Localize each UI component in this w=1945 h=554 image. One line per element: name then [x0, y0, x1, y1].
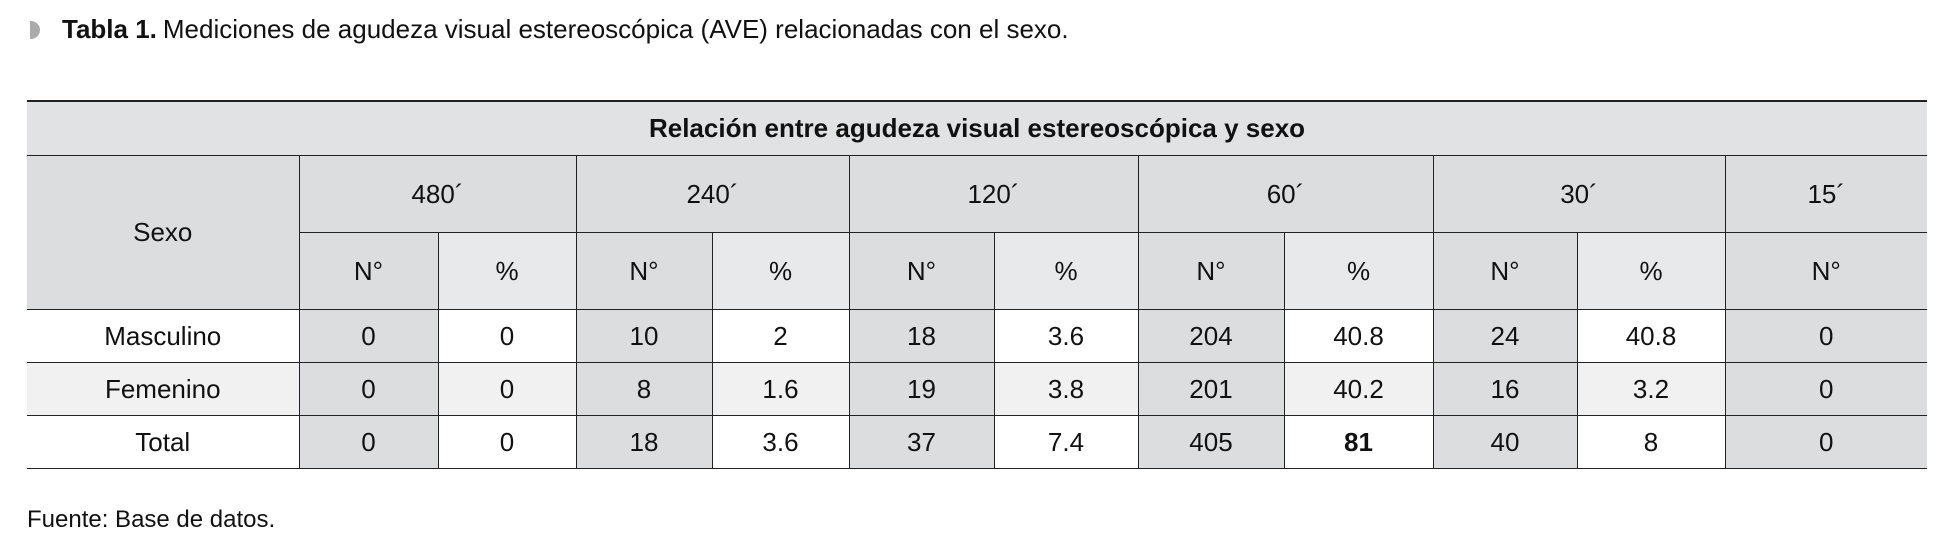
footer: Fuente: Base de datos.	[27, 506, 276, 533]
cell: 0	[298, 415, 439, 469]
cell: 204	[1137, 309, 1285, 363]
subheader: %	[1283, 232, 1434, 310]
data-row: Masculino 0 0 10 2 18 3.6 204 40.8 24 40.8 0	[27, 309, 1928, 363]
group-row: Sexo 480´ 240´ 120´ 60´ 30´ 15´	[27, 155, 1928, 310]
caption: Tabla 1. Mediciones de agudeza visual est…	[30, 14, 1069, 45]
cell: 7.4	[993, 415, 1139, 469]
cell: 16	[1432, 362, 1578, 416]
data-row: Total 0 0 18 3.6 37 7.4 405 81 40 8 0	[27, 415, 1928, 469]
cell: 0	[437, 415, 577, 469]
cell: 37	[848, 415, 995, 469]
cell: 3.6	[993, 309, 1139, 363]
cell: 405	[1137, 415, 1285, 469]
cell: 40.8	[1283, 309, 1434, 363]
cell: 1.6	[711, 362, 850, 416]
subheader: N°	[848, 232, 995, 310]
bullet	[30, 21, 40, 39]
cell: 19	[848, 362, 995, 416]
subheader: N°	[1432, 232, 1578, 310]
group-header: 30´	[1432, 155, 1726, 233]
subheader: %	[711, 232, 850, 310]
subheader: %	[437, 232, 577, 310]
cell: 24	[1432, 309, 1578, 363]
subheader-row: N°% N°% N°% N°% N°% N°	[27, 232, 1928, 310]
subheader: %	[1576, 232, 1726, 310]
cell: 0	[1724, 415, 1928, 469]
cell: 0	[437, 309, 577, 363]
cell: 0	[298, 309, 439, 363]
data-row: Femenino 0 0 8 1.6 19 3.8 201 40.2 16 3.2 0	[27, 362, 1928, 416]
cell: 40.8	[1576, 309, 1726, 363]
cell: 40.2	[1283, 362, 1434, 416]
cell: 3.8	[993, 362, 1139, 416]
group-header: 120´	[848, 155, 1139, 233]
row-label: Total	[27, 415, 300, 469]
cell: 8	[575, 362, 713, 416]
row-header: Sexo	[27, 155, 300, 310]
cell: 18	[848, 309, 995, 363]
cell: 0	[298, 362, 439, 416]
table: Relación entre agudeza visual estereoscó…	[27, 100, 1928, 469]
title-row: Relación entre agudeza visual estereoscó…	[27, 101, 1928, 156]
subheader: N°	[1724, 232, 1928, 310]
cell: 18	[575, 415, 713, 469]
caption-label: Tabla 1.	[62, 14, 157, 44]
group-header: 60´	[1137, 155, 1434, 233]
caption-text: Mediciones de agudeza visual estereoscóp…	[162, 14, 1069, 44]
group-header: 480´	[298, 155, 577, 233]
cell: 0	[1724, 309, 1928, 363]
group-header: 15´	[1724, 155, 1928, 233]
table-title: Relación entre agudeza visual estereoscó…	[27, 101, 1928, 156]
subheader: %	[993, 232, 1139, 310]
subheader: N°	[1137, 232, 1285, 310]
cell: 40	[1432, 415, 1578, 469]
cell: 2	[711, 309, 850, 363]
subheader: N°	[298, 232, 439, 310]
group-header: 240´	[575, 155, 850, 233]
cell: 3.2	[1576, 362, 1726, 416]
cell: 3.6	[711, 415, 850, 469]
cell: 10	[575, 309, 713, 363]
cell: 201	[1137, 362, 1285, 416]
cell: 0	[437, 362, 577, 416]
subheader: N°	[575, 232, 713, 310]
row-label: Femenino	[27, 362, 300, 416]
cell: 8	[1576, 415, 1726, 469]
cell: 0	[1724, 362, 1928, 416]
cell: 81	[1283, 415, 1434, 469]
row-label: Masculino	[27, 309, 300, 363]
